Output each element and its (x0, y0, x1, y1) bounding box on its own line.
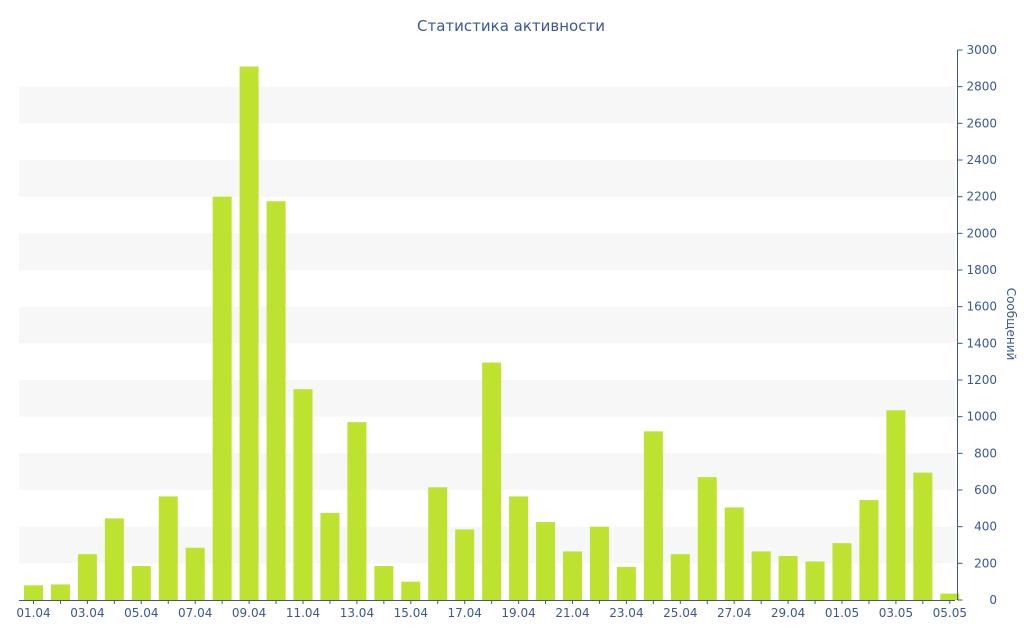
bar-14.04 (374, 566, 394, 600)
x-tick-label: 29.04 (771, 606, 805, 620)
bar-30.04 (805, 561, 825, 600)
bar-19.04 (509, 496, 529, 600)
x-tick-label: 01.04 (16, 606, 50, 620)
grid-band (19, 160, 955, 197)
y-tick-label: 3000 (966, 43, 997, 57)
bar-26.04 (697, 477, 717, 600)
bar-02.05 (859, 500, 879, 600)
grid-band (19, 86, 955, 124)
bar-16.04 (428, 487, 448, 600)
bar-04.05 (913, 472, 933, 600)
bar-24.04 (643, 431, 663, 600)
y-tick-label: 200 (974, 556, 997, 570)
grid-bands (19, 86, 955, 564)
y-tick-label: 600 (974, 483, 997, 497)
y-tick-label: 0 (989, 593, 997, 607)
y-tick-label: 1200 (966, 373, 997, 387)
bar-11.04 (293, 389, 313, 600)
bar-18.04 (482, 362, 502, 600)
bar-05.05 (940, 593, 960, 600)
bar-25.04 (670, 554, 690, 600)
bar-series (24, 66, 960, 600)
bar-02.04 (50, 584, 70, 600)
bar-01.05 (832, 543, 852, 600)
y-tick-label: 2800 (966, 80, 997, 94)
bar-13.04 (347, 422, 367, 600)
grid-band (19, 306, 955, 344)
x-tick-label: 07.04 (178, 606, 212, 620)
bar-15.04 (401, 581, 421, 600)
x-tick-label: 11.04 (286, 606, 320, 620)
x-tick-label: 23.04 (609, 606, 643, 620)
x-tick-label: 19.04 (501, 606, 535, 620)
bar-20.04 (536, 522, 556, 600)
bar-03.05 (886, 410, 906, 600)
x-axis: 01.04 03.04 05.04 07.04 09.04 11.04 13.04 15.04… (16, 600, 967, 620)
bar-10.04 (266, 201, 286, 600)
bar-23.04 (616, 567, 636, 600)
bar-28.04 (751, 551, 771, 600)
chart-title: Статистика активности (417, 17, 605, 35)
y-axis: 0 200 400 600 800 1000 1200 1400 1600 1800 2000 220… (957, 43, 997, 607)
x-tick-label: 09.04 (232, 606, 266, 620)
x-tick-label: 17.04 (448, 606, 482, 620)
y-tick-label: 800 (974, 446, 997, 460)
bar-06.04 (158, 496, 178, 600)
bar-29.04 (778, 556, 798, 600)
y-tick-label: 1800 (966, 263, 997, 277)
x-tick-label: 03.04 (70, 606, 104, 620)
y-tick-label: 1000 (966, 410, 997, 424)
x-tick-label: 25.04 (663, 606, 697, 620)
bar-27.04 (724, 507, 744, 600)
bar-05.04 (131, 566, 151, 600)
y-tick-label: 400 (974, 520, 997, 534)
x-tick-label: 01.05 (825, 606, 859, 620)
bar-07.04 (185, 547, 205, 600)
bar-08.04 (212, 196, 232, 600)
bar-12.04 (320, 512, 340, 600)
bar-03.04 (77, 554, 97, 600)
y-tick-label: 2600 (966, 116, 997, 130)
y-tick-label: 2000 (966, 226, 997, 240)
x-tick-label: 27.04 (717, 606, 751, 620)
x-tick-label: 05.04 (124, 606, 158, 620)
y-tick-label: 1400 (966, 336, 997, 350)
bar-09.04 (239, 66, 259, 600)
y-tick-label: 2200 (966, 190, 997, 204)
x-tick-label: 15.04 (394, 606, 428, 620)
y-tick-label: 2400 (966, 153, 997, 167)
x-tick-label: 03.05 (879, 606, 913, 620)
x-tick-label: 21.04 (555, 606, 589, 620)
y-axis-label: Сообщений (1004, 288, 1018, 361)
x-tick-label: 13.04 (340, 606, 374, 620)
bar-04.04 (104, 518, 124, 600)
bar-21.04 (563, 551, 582, 600)
bar-17.04 (455, 529, 475, 600)
bar-22.04 (589, 526, 609, 600)
grid-band (19, 233, 955, 270)
y-tick-label: 1600 (966, 300, 997, 314)
x-tick-label: 05.05 (933, 606, 967, 620)
bar-01.04 (24, 585, 43, 600)
